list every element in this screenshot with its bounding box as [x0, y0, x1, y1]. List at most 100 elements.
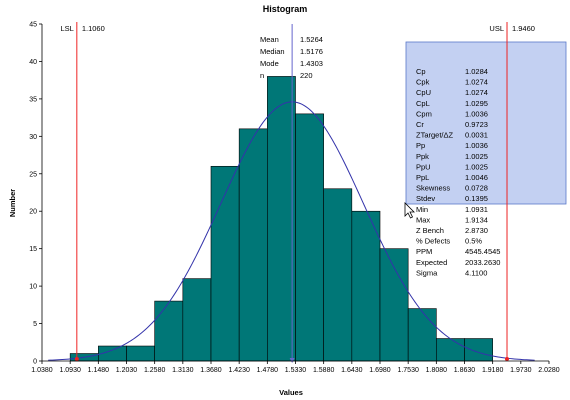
mouse-cursor-icon — [404, 202, 415, 219]
histogram-bar — [323, 188, 353, 362]
x-tick-label: 1.0380 — [31, 367, 53, 374]
stat-value: 1.0274 — [465, 88, 488, 97]
histogram-bar — [267, 76, 296, 362]
y-axis-label: Number — [8, 189, 17, 217]
histogram-bar — [407, 308, 437, 362]
x-tick-label: 1.8630 — [454, 367, 476, 374]
stat-value: 1.0036 — [465, 109, 488, 118]
stat-label: Skewness — [416, 184, 450, 193]
stat-label: PpU — [416, 162, 431, 171]
histogram-bar — [351, 210, 381, 362]
x-tick-label: 1.5330 — [285, 367, 307, 374]
stat-label: Z Bench — [416, 226, 444, 235]
stat-value: 1.0036 — [465, 141, 488, 150]
y-tick-label: 5 — [33, 321, 37, 328]
summary-label: Mean — [260, 35, 279, 44]
stat-value: 1.0931 — [465, 205, 488, 214]
stat-value: 0.5% — [465, 237, 482, 246]
stat-label: CpL — [416, 99, 430, 108]
stat-label: Pp — [416, 141, 425, 150]
y-tick-label: 0 — [33, 359, 37, 366]
x-tick-label: 2.0280 — [538, 367, 560, 374]
limit-value-lsl: 1.1060 — [82, 24, 105, 33]
summary-label: n — [260, 71, 264, 80]
stat-label: Cp — [416, 67, 426, 76]
x-tick-label: 1.5880 — [313, 367, 335, 374]
x-tick-label: 1.2030 — [116, 367, 138, 374]
stat-label: Cr — [416, 120, 424, 129]
x-axis-label: Values — [279, 388, 303, 397]
x-tick-label: 1.3680 — [200, 367, 222, 374]
x-tick-label: 1.4780 — [257, 367, 279, 374]
stat-value: 0.0031 — [465, 131, 488, 140]
normal-curve — [48, 101, 535, 361]
x-tick-label: 1.4230 — [228, 367, 250, 374]
histogram-bar — [126, 345, 155, 362]
x-tick-label: 1.9180 — [482, 367, 504, 374]
x-tick-label: 1.6430 — [341, 367, 363, 374]
summary-value: 1.5176 — [300, 47, 323, 56]
y-tick-label: 25 — [29, 171, 37, 178]
histogram-bar — [379, 248, 409, 362]
limit-value-usl: 1.9460 — [512, 24, 535, 33]
histogram-bars — [69, 76, 493, 362]
histogram-bar — [182, 278, 212, 362]
y-tick-label: 40 — [29, 59, 37, 66]
x-tick-label: 1.7530 — [397, 367, 419, 374]
mean-marker — [289, 358, 295, 363]
x-tick-label: 1.0930 — [59, 367, 81, 374]
stat-value: 1.0046 — [465, 173, 488, 182]
stat-label: CpU — [416, 88, 431, 97]
stat-value: 1.0025 — [465, 152, 488, 161]
x-tick-label: 1.3130 — [172, 367, 194, 374]
summary-value: 1.5264 — [300, 35, 323, 44]
stat-label: Sigma — [416, 268, 438, 277]
x-tick-label: 1.2580 — [144, 367, 166, 374]
stat-label: ZTarget/ΔZ — [416, 131, 454, 140]
summary-label: Mode — [260, 59, 279, 68]
histogram-bar — [295, 113, 324, 362]
histogram-bar — [436, 338, 465, 362]
stat-value: 0.1395 — [465, 194, 488, 203]
chart-title: Histogram — [263, 4, 308, 14]
stat-label: Stdev — [416, 194, 435, 203]
histogram-bar — [464, 338, 493, 362]
stat-value: 2.8730 — [465, 226, 488, 235]
x-tick-label: 1.6980 — [369, 367, 391, 374]
normal-curve-layer — [48, 101, 535, 361]
stat-value: 1.0284 — [465, 67, 488, 76]
stat-label: PPM — [416, 247, 432, 256]
stat-value: 4.1100 — [465, 268, 487, 277]
stat-value: 0.9723 — [465, 120, 488, 129]
y-tick-label: 15 — [29, 246, 37, 253]
stat-value: 1.9134 — [465, 215, 488, 224]
stat-label: Cpm — [416, 109, 432, 118]
histogram-bar — [210, 165, 240, 362]
limit-lines-layer — [74, 22, 510, 363]
x-tick-label: 1.1480 — [88, 367, 110, 374]
stats-box-layer — [405, 41, 567, 205]
y-tick-label: 35 — [29, 96, 37, 103]
limit-label-lsl: LSL — [60, 24, 73, 33]
limit-label-usl: USL — [489, 24, 504, 33]
stat-label: % Defects — [416, 237, 450, 246]
limit-marker-lsl — [74, 357, 79, 361]
stat-label: PpL — [416, 173, 429, 182]
x-tick-label: 1.9730 — [510, 367, 532, 374]
stat-label: Expected — [416, 258, 447, 267]
axes: 0 5 10 15 20 25 30 35 40 45 1.0380 1.0930 1.1480 1.20… — [29, 22, 560, 375]
limit-marker-usl — [505, 357, 510, 361]
stat-value: 1.0295 — [465, 99, 488, 108]
histogram-bar — [238, 128, 268, 362]
histogram-bar — [154, 300, 184, 362]
stat-value: 1.0025 — [465, 162, 488, 171]
y-tick-label: 20 — [29, 209, 37, 216]
summary-value: 220 — [300, 71, 313, 80]
annotation-layer: LSL 1.1060 USL 1.9460 Mean 1.5264 Median 1.5176… — [60, 24, 534, 277]
y-tick-label: 10 — [29, 284, 37, 291]
stat-value: 0.0728 — [465, 184, 488, 193]
stat-label: Cpk — [416, 78, 430, 87]
y-tick-label: 30 — [29, 134, 37, 141]
stat-label: Min — [416, 205, 428, 214]
